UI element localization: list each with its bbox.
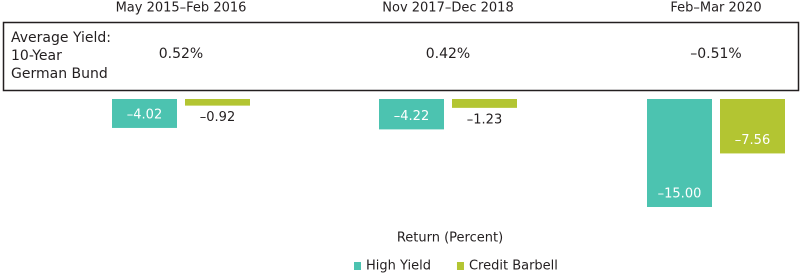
bar (720, 99, 785, 154)
legend-swatch (456, 262, 464, 270)
category-label: Feb–Mar 2020 (670, 1, 761, 16)
bar (379, 99, 444, 130)
bar (647, 99, 712, 207)
category-label: May 2015–Feb 2016 (116, 1, 247, 16)
yield-title: German Bund (11, 66, 108, 82)
yield-title: 10-Year (11, 48, 62, 64)
yield-value: 0.52% (159, 46, 203, 62)
value-label: –0.92 (200, 110, 235, 125)
value-label: –7.56 (735, 133, 770, 148)
bar (112, 99, 177, 128)
category-label: Nov 2017–Dec 2018 (382, 1, 513, 16)
yield-value: 0.42% (426, 46, 470, 62)
yield-box (2, 21, 800, 92)
value-label: –15.00 (658, 187, 702, 202)
legend-label: High Yield (366, 259, 431, 274)
bar (185, 99, 250, 106)
value-label: –4.02 (127, 107, 162, 122)
legend-label: Credit Barbell (469, 259, 558, 274)
bar (452, 99, 517, 108)
yield-value: –0.51% (690, 46, 741, 62)
value-label: –1.23 (467, 112, 502, 127)
x-axis-label: Return (Percent) (397, 231, 503, 246)
value-label: –4.22 (394, 109, 429, 124)
yield-title: Average Yield: (11, 30, 111, 46)
legend-swatch (354, 262, 361, 270)
